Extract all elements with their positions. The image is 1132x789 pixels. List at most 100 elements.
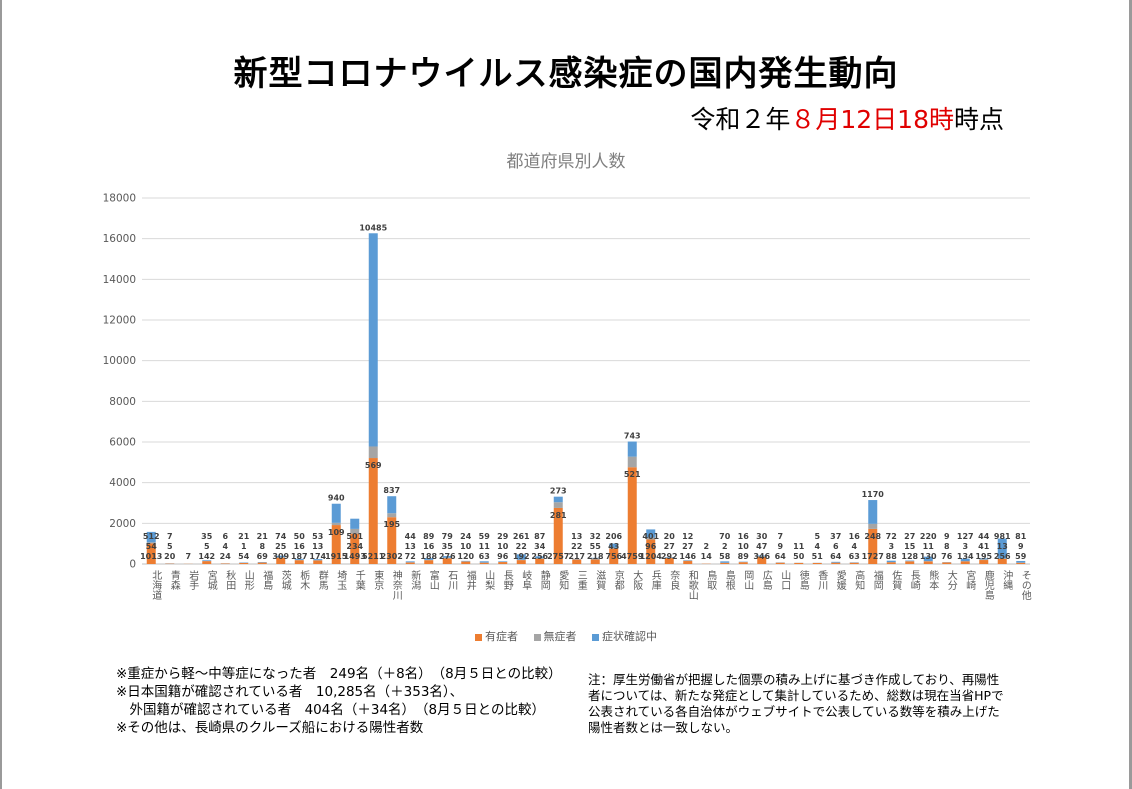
data-label: 72: [405, 552, 416, 561]
data-label: 59: [1015, 552, 1027, 561]
data-label: 20: [664, 532, 676, 541]
timestamp-hour: 18時: [897, 105, 954, 134]
data-label: 292: [661, 552, 678, 561]
x-tick-label: 福井: [464, 569, 476, 591]
data-label: 20: [164, 552, 176, 561]
data-label: 756: [605, 552, 622, 561]
y-tick-label: 14000: [103, 274, 136, 286]
data-label: 1: [241, 542, 247, 551]
data-label: 192: [513, 552, 530, 561]
page-title: 新型コロナウイルス感染症の国内発生動向: [233, 54, 899, 94]
bar-symptomatic: [812, 562, 822, 564]
data-label: 234: [346, 542, 363, 551]
y-tick-label: 6000: [109, 437, 136, 449]
data-label: 24: [220, 552, 232, 561]
timestamp-suffix: 時点: [953, 105, 1004, 134]
x-tick-label: 滋賀: [594, 569, 606, 591]
x-tick-label: 東京: [372, 569, 384, 591]
data-label: 16: [294, 542, 306, 551]
data-label: 29: [497, 532, 509, 541]
bar-symptomatic: [331, 525, 341, 564]
bar-symptomatic: [831, 562, 841, 564]
data-label: 187: [291, 552, 308, 561]
bar-asymptomatic: [331, 522, 341, 526]
data-label: 9: [777, 542, 783, 551]
x-tick-label: 長野: [501, 570, 513, 590]
note-line: ※日本国籍が確認されている者 10,285名（＋353名）、: [116, 684, 464, 700]
data-label: 4759: [621, 552, 644, 561]
bar-confirming: [868, 500, 878, 524]
note-line: 外国籍が確認されている者 404名（＋34名） （8月５日との比較）: [116, 702, 545, 718]
bar-symptomatic: [387, 517, 397, 564]
data-label: 218: [587, 552, 604, 561]
data-label: 43: [608, 542, 619, 551]
data-label: 146: [679, 552, 696, 561]
bar-confirming: [590, 557, 600, 559]
note-line: 陽性者数とは一致しない。: [588, 720, 739, 735]
bar-confirming: [479, 561, 489, 563]
bar-symptomatic: [590, 559, 600, 564]
data-label: 142: [198, 552, 215, 561]
bar-symptomatic: [368, 458, 378, 564]
x-tick-label: 香川: [816, 570, 828, 590]
bar-confirming: [387, 496, 397, 514]
data-label: 837: [383, 486, 400, 495]
bar-asymptomatic: [868, 523, 878, 529]
x-tick-label: 和歌山: [686, 570, 698, 600]
bar-confirming: [516, 554, 526, 560]
data-label: 743: [624, 432, 641, 441]
bar-symptomatic: [516, 560, 526, 564]
data-label: 27: [682, 542, 693, 551]
bar-confirming: [720, 561, 730, 563]
data-label: 3: [888, 542, 894, 551]
data-label: 127: [957, 532, 974, 541]
x-tick-label: 山梨: [483, 570, 495, 591]
bar-confirming: [886, 560, 896, 563]
data-label: 7: [777, 532, 783, 541]
timestamp-prefix: 令和２年: [690, 105, 791, 134]
data-label: 276: [439, 552, 456, 561]
data-label: 16: [423, 542, 435, 551]
data-label: 256: [994, 552, 1011, 561]
data-label: 6: [222, 532, 228, 541]
bar-asymptomatic: [757, 556, 767, 557]
bar-symptomatic: [479, 562, 489, 564]
data-label: 2: [722, 542, 728, 551]
x-tick-label: 広島: [760, 569, 772, 591]
bar-symptomatic: [442, 558, 452, 564]
bar-symptomatic: [794, 562, 804, 564]
bar-symptomatic: [553, 507, 563, 564]
bar-symptomatic: [350, 533, 360, 564]
y-tick-label: 0: [129, 559, 136, 571]
data-label: 96: [497, 552, 509, 561]
bar-confirming: [276, 555, 286, 558]
data-label: 24: [460, 532, 472, 541]
data-label: 5: [167, 542, 173, 551]
x-tick-label: 佐賀: [890, 570, 902, 591]
data-label: 64: [830, 552, 842, 561]
x-tick-label: 青森: [168, 569, 180, 591]
data-label: 13: [312, 542, 323, 551]
data-label: 5: [204, 542, 210, 551]
data-label: 74: [275, 532, 287, 541]
x-tick-label: 富山: [427, 569, 439, 590]
bar-symptomatic: [646, 539, 656, 564]
bar-symptomatic: [868, 528, 878, 564]
x-tick-label: 宮城: [205, 569, 217, 591]
x-tick-label: 岐阜: [520, 569, 532, 591]
bar-symptomatic: [535, 558, 545, 564]
bar-confirming: [424, 558, 434, 560]
data-label: 16: [738, 532, 750, 541]
bar-confirming: [923, 556, 933, 562]
data-label: 22: [516, 542, 527, 551]
bar-symptomatic: [424, 560, 434, 564]
x-tick-label: 三重: [575, 570, 587, 590]
legend-item-symptomatic: 有症者: [475, 628, 518, 644]
bar-confirming: [442, 556, 452, 558]
data-label: 55: [590, 542, 602, 551]
x-tick-label: 福岡: [871, 569, 883, 591]
data-label: 13: [571, 532, 582, 541]
data-label: 53: [312, 532, 323, 541]
bar-asymptomatic: [664, 557, 674, 559]
data-label: 50: [793, 552, 805, 561]
